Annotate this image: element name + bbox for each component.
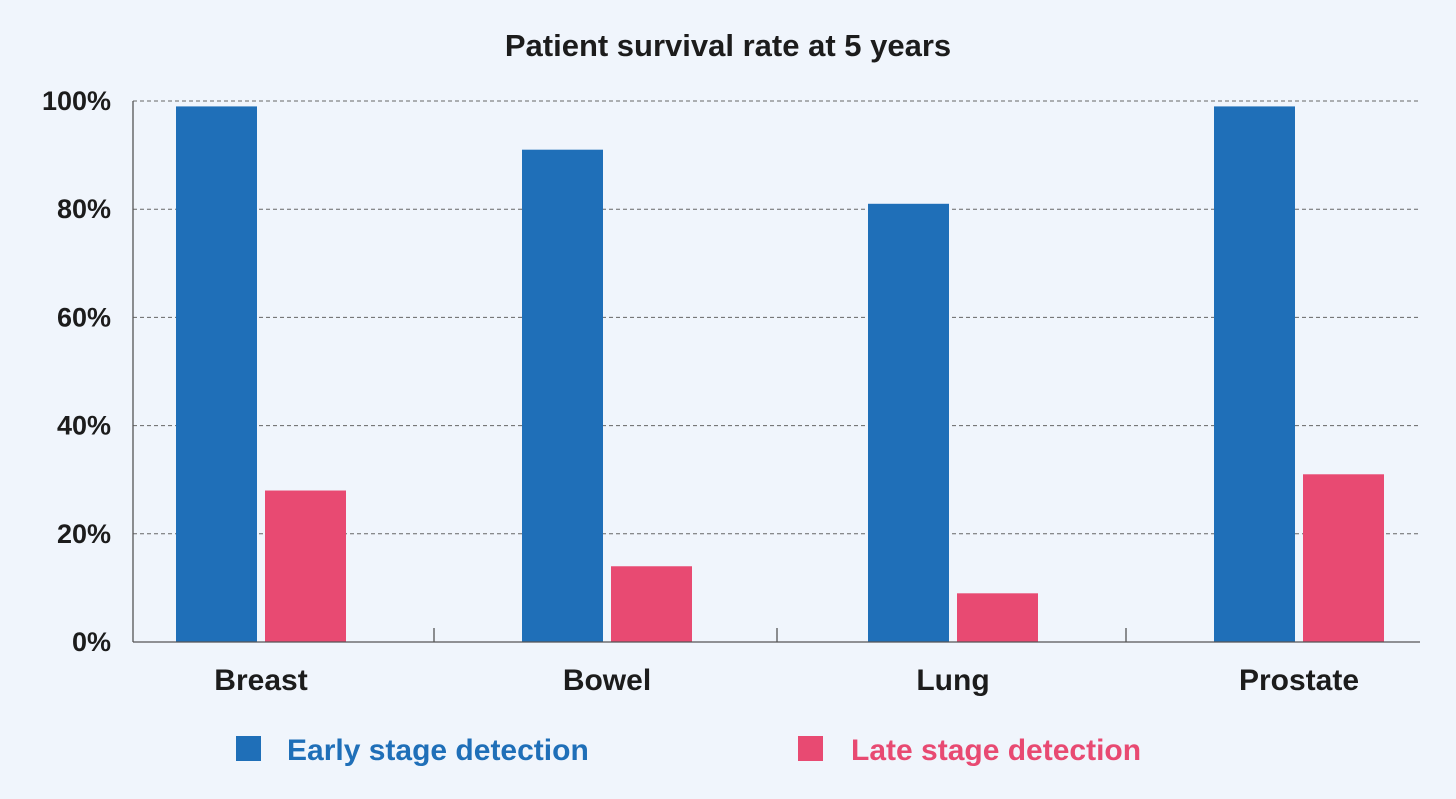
legend-label: Early stage detection: [287, 734, 589, 767]
bar-bowel-late: [611, 566, 692, 642]
legend: Early stage detection Late stage detectio…: [236, 734, 1141, 767]
x-tick-label: Breast: [214, 664, 307, 697]
x-tick-label: Prostate: [1239, 664, 1359, 697]
bars: [176, 106, 1384, 643]
y-tick-label: 80%: [57, 194, 111, 224]
legend-label: Late stage detection: [851, 734, 1141, 767]
bar-lung-early: [868, 203, 949, 643]
y-tick-label: 100%: [42, 86, 111, 116]
y-tick-label: 0%: [72, 627, 111, 657]
y-tick-label: 60%: [57, 302, 111, 332]
chart-title: Patient survival rate at 5 years: [505, 28, 951, 63]
bar-prostate-late: [1303, 474, 1384, 642]
legend-swatch: [798, 736, 823, 761]
y-tick-label: 20%: [57, 519, 111, 549]
x-tick-label: Lung: [916, 664, 989, 697]
bar-prostate-early: [1214, 106, 1295, 642]
gridlines: [133, 100, 1420, 535]
axes: 0% 20% 40% 60% 80% 100% Breast Bowel Lung Prostat…: [42, 86, 1420, 697]
bar-bowel-early: [522, 149, 603, 642]
legend-swatch: [236, 736, 261, 761]
x-tick-label: Bowel: [563, 664, 651, 697]
bar-lung-late: [957, 593, 1038, 642]
y-tick-label: 40%: [57, 411, 111, 441]
bar-breast-late: [265, 490, 346, 642]
bar-breast-early: [176, 106, 257, 642]
